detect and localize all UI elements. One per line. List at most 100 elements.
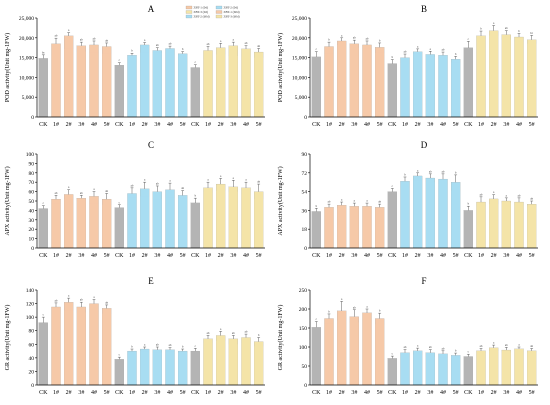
x-tick-label: 2#	[142, 390, 148, 396]
x-tick-label: 2#	[339, 122, 345, 128]
y-tick-label: 120	[26, 302, 35, 308]
x-tick-label: CK	[312, 390, 321, 396]
significance-label: bc	[530, 31, 534, 35]
significance-label: ab	[80, 38, 83, 42]
chart-panel-e: E GR activity(Unit mg-1FW) 0 20 40 60 80 100 120…	[4, 276, 265, 396]
x-tick-label: 1#	[129, 122, 135, 128]
significance-label: c	[468, 37, 470, 41]
bar	[114, 65, 124, 118]
x-tick-label: 2#	[142, 122, 148, 128]
x-tick-label: 4#	[167, 390, 173, 396]
bar-inner	[76, 51, 86, 117]
significance-label: b	[182, 47, 184, 51]
x-tick-label: CK	[191, 122, 200, 128]
bar-inner	[127, 353, 137, 385]
x-tick-label: 3#	[351, 122, 357, 128]
significance-label: a	[207, 178, 209, 182]
significance-label: a	[144, 343, 146, 347]
x-tick-label: 1#	[53, 390, 59, 396]
significance-label: b	[455, 349, 457, 353]
significance-label: c	[468, 350, 470, 354]
legend-label: ZBT-1 (60d)	[224, 10, 240, 14]
chart-panel-c: C APX activity(Unit mg-1FW) 0 10 20 30 40 50 60 7…	[4, 140, 265, 259]
significance-label: ab	[55, 191, 58, 195]
bar-inner	[178, 198, 188, 248]
significance-label: ab	[105, 189, 108, 193]
bar	[190, 202, 200, 249]
significance-label: ab	[429, 345, 432, 349]
bar-inner	[375, 52, 385, 117]
y-tick-label: 30	[29, 218, 35, 224]
significance-label: c	[119, 200, 121, 204]
x-tick-label: 5#	[104, 253, 110, 259]
x-tick-label: 4#	[91, 390, 97, 396]
bar-inner	[51, 54, 61, 117]
significance-label: a	[144, 38, 146, 42]
y-tick-label: 0	[31, 383, 34, 389]
significance-label: ab	[442, 48, 445, 52]
y-tick-label: 0	[31, 246, 34, 252]
significance-label: ab	[245, 41, 248, 45]
x-tick-label: 4#	[364, 122, 370, 128]
bar-inner	[89, 52, 99, 117]
x-tick-label: 3#	[503, 253, 509, 259]
significance-label: ab	[169, 343, 172, 347]
significance-label: ab	[93, 36, 96, 40]
bar-inner	[51, 314, 61, 385]
bar-inner	[349, 47, 359, 118]
bar-inner	[425, 182, 435, 248]
significance-label: ab	[366, 36, 369, 40]
x-tick-label: 5#	[529, 390, 535, 396]
bar-inner	[476, 206, 486, 248]
x-tick-label: 3#	[154, 390, 160, 396]
chart-panel-a: A POD activity(Unit mg-1FW) 0 5,000 10,000 15…	[4, 4, 265, 128]
bar-inner	[127, 197, 137, 248]
y-tick-label: 20	[29, 369, 35, 375]
y-tick-label: 20,000	[19, 36, 34, 42]
bar-inner	[165, 197, 175, 248]
x-tick-label: 3#	[230, 390, 236, 396]
bar	[311, 327, 321, 386]
significance-label: b	[455, 52, 457, 56]
x-tick-label: 1#	[326, 253, 332, 259]
x-tick-label: 3#	[427, 253, 433, 259]
significance-label: a	[68, 294, 70, 298]
x-tick-label: 3#	[154, 122, 160, 128]
significance-label: a	[506, 193, 508, 197]
panel-title: E	[148, 276, 154, 286]
y-tick-label: 150	[299, 326, 308, 332]
bar-inner	[324, 53, 334, 117]
legend-swatch	[215, 10, 223, 14]
y-tick-label: 72	[302, 171, 308, 177]
significance-label: ab	[232, 331, 235, 335]
legend-swatch	[185, 5, 193, 10]
significance-label: a	[169, 179, 171, 183]
bar-inner	[228, 56, 238, 117]
y-tick-label: 140	[26, 288, 35, 294]
bar-inner	[501, 39, 511, 117]
bar-inner	[165, 54, 175, 117]
y-tick-label: 36	[302, 208, 308, 214]
bar-inner	[216, 190, 226, 248]
y-tick-label: 5,000	[295, 95, 308, 101]
y-tick-label: 0	[304, 246, 307, 252]
significance-label: b	[328, 38, 330, 42]
x-tick-label: 1#	[402, 253, 408, 259]
x-tick-label: 4#	[516, 122, 522, 128]
significance-label: a	[93, 187, 95, 191]
bar-inner	[254, 346, 264, 385]
significance-label: b	[404, 172, 406, 176]
y-tick-label: 40	[29, 356, 35, 362]
significance-label: ab	[181, 186, 184, 190]
x-tick-label: 3#	[78, 390, 84, 396]
bar-inner	[476, 38, 486, 118]
x-tick-label: 1#	[402, 390, 408, 396]
bar-inner	[527, 352, 537, 385]
bar-inner	[451, 356, 461, 385]
x-tick-label: 3#	[78, 253, 84, 259]
bar-inner	[527, 43, 537, 117]
x-tick-label: 1#	[129, 253, 135, 259]
x-tick-label: 4#	[516, 253, 522, 259]
y-tick-label: 200	[299, 307, 308, 313]
bar-inner	[489, 35, 499, 117]
